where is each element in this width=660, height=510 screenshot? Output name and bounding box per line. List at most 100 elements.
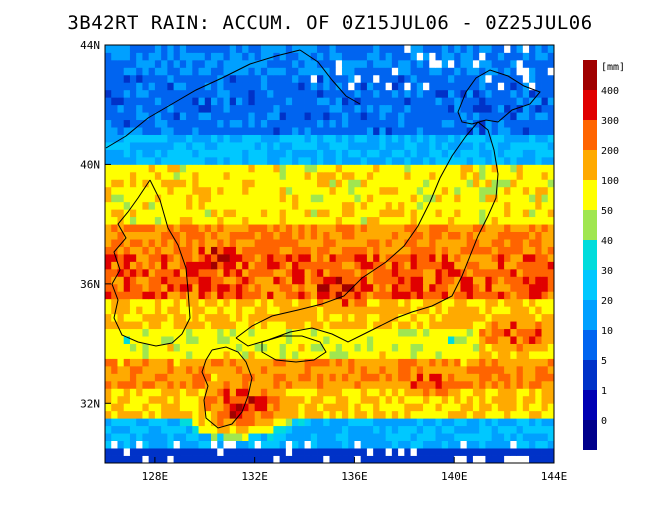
rain-cell — [298, 433, 305, 441]
rain-cell — [535, 171, 542, 180]
rain-cell — [510, 142, 517, 150]
rain-cell — [391, 261, 399, 270]
rain-cell — [429, 224, 436, 232]
rain-cell — [136, 254, 143, 262]
rain-cell — [173, 365, 181, 374]
rain-cell — [391, 351, 399, 359]
rain-cell — [416, 328, 424, 337]
rain-cell — [154, 373, 162, 382]
rain-cell — [441, 104, 449, 113]
rain-cell — [510, 246, 517, 255]
rain-cell — [292, 455, 299, 464]
rain-cell — [485, 149, 493, 158]
rain-cell — [235, 97, 243, 106]
rain-cell — [366, 380, 374, 389]
rain-cell — [416, 433, 424, 441]
rain-cell — [217, 328, 224, 337]
rain-cell — [529, 246, 536, 255]
rain-cell — [323, 313, 330, 322]
rain-cell — [454, 127, 461, 135]
rain-cell — [541, 52, 549, 61]
rain-cell — [211, 254, 218, 262]
rain-cell — [479, 276, 486, 285]
rain-cell — [298, 448, 305, 456]
rain-cell — [360, 67, 368, 76]
longitude-axis: 128E 132E 136E 140E 144E — [142, 457, 567, 483]
rain-cell — [360, 365, 368, 374]
rain-cell — [248, 365, 256, 374]
rain-cell — [123, 268, 131, 277]
rain-cell — [260, 388, 268, 397]
rain-cell — [491, 142, 499, 150]
rain-cell — [136, 321, 143, 330]
rain-cell — [129, 298, 137, 307]
rain-cell — [242, 268, 249, 277]
rain-cell — [485, 82, 493, 91]
rain-cell — [148, 358, 156, 367]
rain-cell — [217, 231, 224, 240]
rain-cell — [354, 209, 362, 218]
rain-cell — [348, 365, 355, 374]
rain-cell — [323, 142, 330, 150]
rain-cell — [211, 440, 218, 449]
colorbar-swatch — [583, 180, 597, 210]
rain-cell — [410, 224, 418, 232]
rain-cell — [298, 216, 305, 225]
rain-cell — [491, 112, 499, 121]
rain-cell — [267, 358, 274, 367]
rain-cell — [341, 97, 349, 106]
rain-cell — [254, 388, 262, 397]
rain-cell — [416, 343, 424, 352]
rain-cell — [485, 216, 493, 225]
rain-cell — [142, 418, 150, 427]
rain-cell — [485, 104, 493, 113]
rain-cell — [248, 433, 256, 441]
rain-cell — [323, 112, 330, 121]
rain-cell — [142, 74, 150, 83]
rain-cell — [192, 74, 199, 83]
rain-cell — [211, 358, 218, 367]
rain-cell — [516, 89, 524, 98]
rain-cell — [535, 216, 542, 225]
rain-cell — [204, 410, 212, 419]
colorbar-swatch — [583, 270, 597, 300]
rain-cell — [217, 276, 224, 285]
rain-cell — [173, 156, 181, 165]
rain-cell — [516, 119, 524, 128]
rain-cell — [179, 179, 187, 188]
rain-cell — [472, 142, 480, 150]
rain-cell — [179, 52, 187, 61]
rain-cell — [154, 201, 162, 210]
rain-cell — [223, 425, 231, 434]
rain-cell — [292, 209, 299, 218]
rain-cell — [429, 298, 436, 307]
rain-cell — [248, 149, 256, 158]
rain-cell — [447, 365, 455, 374]
rain-cell — [279, 425, 287, 434]
rain-cell — [198, 351, 206, 359]
rain-cell — [366, 142, 374, 150]
rain-cell — [373, 67, 380, 76]
rain-cell — [129, 380, 137, 389]
rain-cell — [366, 216, 374, 225]
rain-cell — [229, 171, 237, 180]
rain-cell — [366, 418, 374, 427]
rain-cell — [211, 418, 218, 427]
rain-cell — [547, 455, 555, 464]
rain-cell — [423, 142, 430, 150]
rain-cell — [391, 239, 399, 247]
rain-cell — [472, 45, 480, 53]
colorbar-label: 30 — [601, 266, 613, 277]
rain-cell — [167, 276, 174, 285]
rain-cell — [466, 336, 474, 344]
rain-cell — [541, 179, 549, 188]
rain-cell — [105, 373, 112, 382]
rain-cell — [348, 67, 355, 76]
rain-cell — [466, 59, 474, 68]
rain-cell — [447, 74, 455, 83]
rain-cell — [454, 112, 461, 121]
rain-cell — [229, 321, 237, 330]
rain-cell — [148, 268, 156, 277]
rain-cell — [416, 149, 424, 158]
rain-cell — [441, 156, 449, 165]
